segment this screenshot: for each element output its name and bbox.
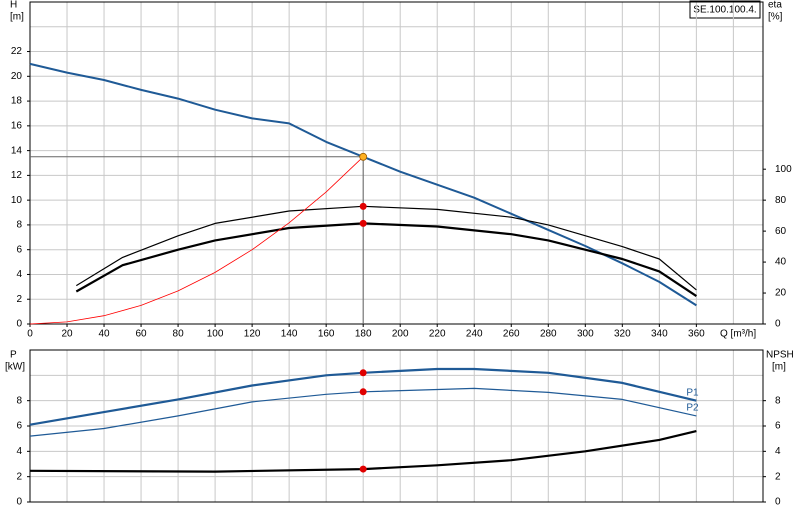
y2-axis-unit: [m] xyxy=(772,362,786,373)
x-tick-label: 100 xyxy=(207,329,224,340)
y-tick-label: 18 xyxy=(11,96,23,107)
y2-axis-label: NPSH xyxy=(766,350,794,361)
curve xyxy=(29,387,697,437)
x-tick-label: 340 xyxy=(651,329,668,340)
curve xyxy=(75,205,697,291)
y-tick-label: 4 xyxy=(16,446,22,457)
y-tick-label: 12 xyxy=(11,170,23,181)
x-tick-label: 40 xyxy=(98,329,110,340)
y-tick-label: 10 xyxy=(11,195,23,206)
operating-point xyxy=(359,152,368,161)
x-tick-label: 60 xyxy=(135,329,147,340)
operating-point xyxy=(359,465,367,473)
y-tick-label: 22 xyxy=(11,46,23,57)
x-tick-label: 0 xyxy=(27,329,33,340)
x-tick-label: 220 xyxy=(429,329,446,340)
y-tick-label: 4 xyxy=(16,269,22,280)
x-tick-label: 20 xyxy=(61,329,73,340)
series-label: P1 xyxy=(686,387,699,398)
y2-tick-label: 100 xyxy=(775,164,792,175)
operating-point xyxy=(359,388,367,396)
y-tick-label: 14 xyxy=(11,145,23,156)
y-tick-label: 6 xyxy=(16,244,22,255)
y2-tick-label: 2 xyxy=(775,471,781,482)
curve xyxy=(29,62,697,307)
x-tick-label: 260 xyxy=(503,329,520,340)
y-tick-label: 8 xyxy=(16,220,22,231)
x-tick-label: 140 xyxy=(281,329,298,340)
operating-point xyxy=(359,202,367,210)
x-tick-label: 200 xyxy=(392,329,409,340)
x-tick-label: 300 xyxy=(577,329,594,340)
y-tick-label: 20 xyxy=(11,71,23,82)
y2-tick-label: 4 xyxy=(775,446,781,457)
y2-tick-label: 0 xyxy=(775,319,781,330)
x-tick-label: 80 xyxy=(173,329,185,340)
x-axis-label: Q [m³/h] xyxy=(720,329,756,340)
x-tick-label: 360 xyxy=(688,329,705,340)
y2-tick-label: 60 xyxy=(775,226,787,237)
y2-tick-label: 40 xyxy=(775,257,787,268)
y-axis-label: H xyxy=(10,0,17,11)
y-tick-label: 6 xyxy=(16,421,22,432)
y2-tick-label: 8 xyxy=(775,395,781,406)
y-tick-label: 16 xyxy=(11,120,23,131)
y2-axis-label: eta xyxy=(768,0,782,11)
type-label: SE.100.100.4. xyxy=(693,5,756,16)
curve xyxy=(29,430,697,473)
plot-frame xyxy=(29,1,764,325)
y-axis-unit: [m] xyxy=(10,12,24,23)
y-tick-label: 8 xyxy=(16,395,22,406)
y2-tick-label: 0 xyxy=(775,497,781,508)
y-axis-unit: [kW] xyxy=(5,362,25,373)
y-tick-label: 2 xyxy=(16,471,22,482)
x-tick-label: 240 xyxy=(466,329,483,340)
type-box xyxy=(689,0,761,19)
x-tick-label: 280 xyxy=(540,329,557,340)
y2-tick-label: 20 xyxy=(775,288,787,299)
y2-tick-label: 80 xyxy=(775,195,787,206)
operating-point xyxy=(359,369,367,377)
curve xyxy=(29,156,364,325)
y-tick-label: 2 xyxy=(16,294,22,305)
x-tick-label: 160 xyxy=(318,329,335,340)
y2-tick-label: 6 xyxy=(775,421,781,432)
y-tick-label: 0 xyxy=(16,497,22,508)
operating-point xyxy=(359,219,367,227)
y2-axis-unit: [%] xyxy=(768,12,783,23)
x-tick-label: 180 xyxy=(355,329,372,340)
x-tick-label: 120 xyxy=(244,329,261,340)
curve xyxy=(75,222,698,298)
x-tick-label: 320 xyxy=(614,329,631,340)
y-tick-label: 0 xyxy=(16,319,22,330)
series-label: P2 xyxy=(686,403,699,414)
y-axis-label: P xyxy=(10,350,17,361)
